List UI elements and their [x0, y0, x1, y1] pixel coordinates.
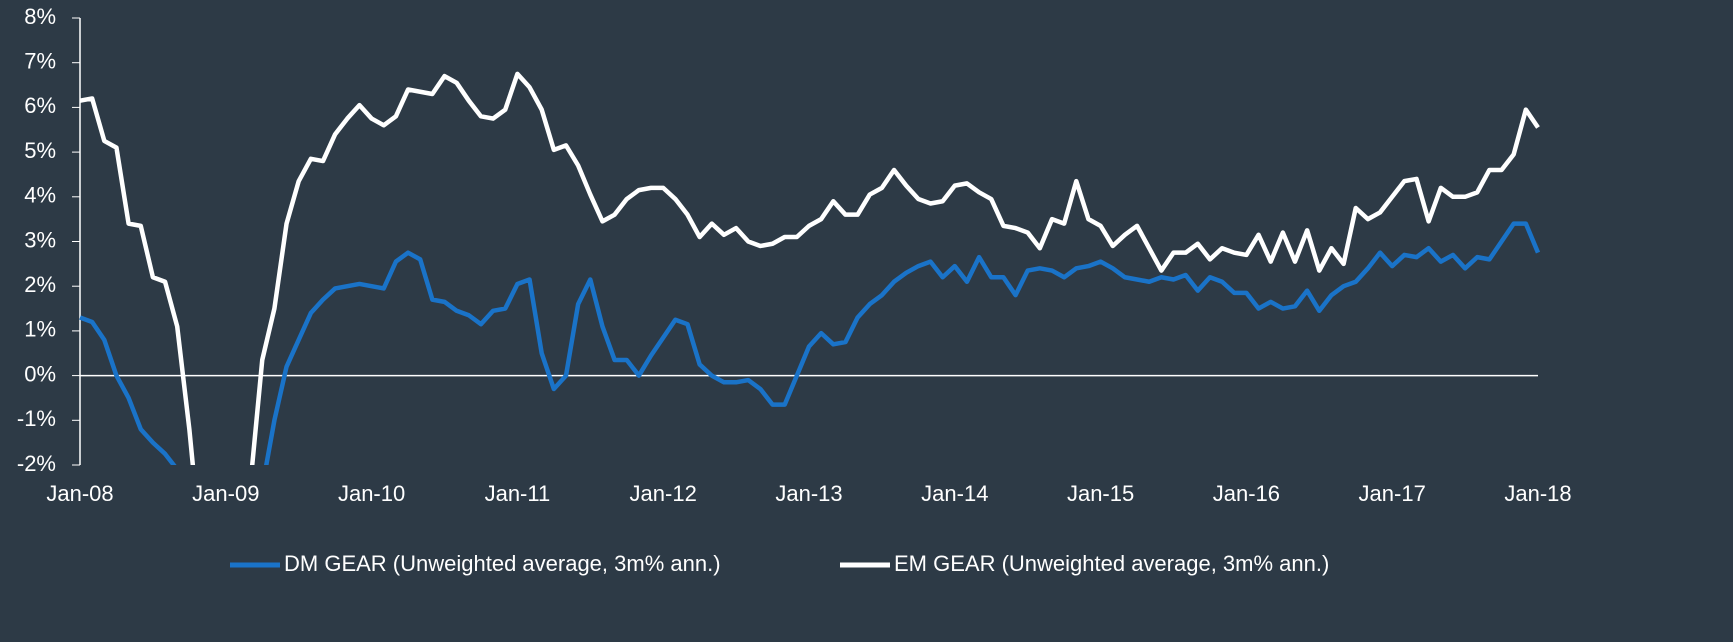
data-line — [79, 221, 1541, 465]
x-tick-label: Jan-16 — [1213, 481, 1280, 506]
x-tick-label: Jan-10 — [338, 481, 405, 506]
y-tick-label: 3% — [24, 227, 56, 252]
y-tick-label: 7% — [24, 49, 56, 74]
y-tick-label: -2% — [17, 451, 56, 476]
y-tick-label: 2% — [24, 272, 56, 297]
legend-label: EM GEAR (Unweighted average, 3m% ann.) — [894, 551, 1329, 576]
y-tick-label: 5% — [24, 138, 56, 163]
x-tick-label: Jan-12 — [630, 481, 697, 506]
x-tick-label: Jan-15 — [1067, 481, 1134, 506]
x-tick-label: Jan-13 — [775, 481, 842, 506]
y-tick-label: 8% — [24, 4, 56, 29]
y-tick-label: 4% — [24, 183, 56, 208]
y-tick-label: 6% — [24, 93, 56, 118]
legend-label: DM GEAR (Unweighted average, 3m% ann.) — [284, 551, 721, 576]
y-tick-label: -1% — [17, 406, 56, 431]
x-tick-label: Jan-14 — [921, 481, 988, 506]
x-tick-label: Jan-08 — [46, 481, 113, 506]
y-tick-label: 0% — [24, 361, 56, 386]
x-tick-label: Jan-09 — [192, 481, 259, 506]
x-tick-label: Jan-11 — [485, 481, 551, 506]
data-line — [79, 71, 1540, 465]
x-tick-label: Jan-17 — [1359, 481, 1426, 506]
x-tick-label: Jan-18 — [1504, 481, 1571, 506]
y-tick-label: 1% — [24, 317, 56, 342]
